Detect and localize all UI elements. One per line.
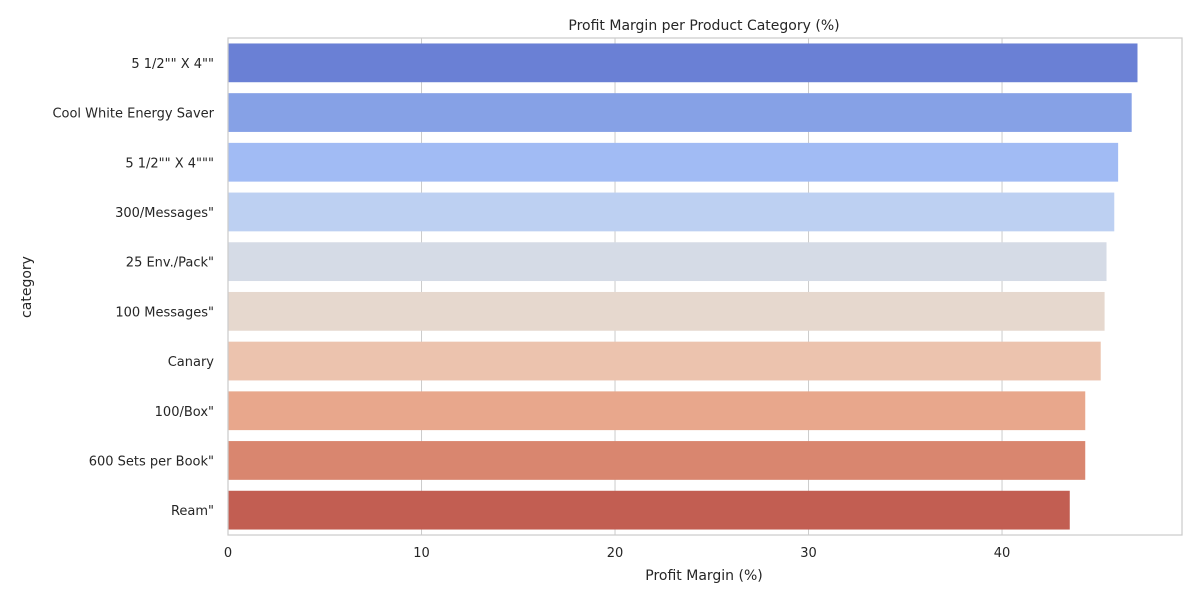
bar	[228, 441, 1086, 480]
x-axis-label: Profit Margin (%)	[645, 568, 762, 584]
x-tick-label: 20	[607, 546, 624, 561]
bar	[228, 93, 1132, 132]
bar	[228, 391, 1086, 431]
y-tick-label: Ream"	[171, 504, 214, 519]
bar	[228, 142, 1119, 182]
y-tick-labels: 5 1/2"" X 4"" Cool White Energy Saver 5 1/…	[52, 57, 214, 519]
chart-title: Profit Margin per Product Category (%)	[568, 18, 839, 34]
bar	[228, 341, 1101, 381]
y-tick-label: 100 Messages"	[115, 305, 214, 320]
bar	[228, 490, 1070, 530]
y-tick-label: 300/Messages"	[115, 206, 214, 221]
plot-frame	[227, 37, 1183, 536]
x-tick-label: 0	[224, 546, 232, 561]
bars	[228, 43, 1138, 530]
bar	[228, 192, 1115, 232]
y-tick-label: 5 1/2"" X 4"""	[125, 156, 214, 171]
x-tick-label: 40	[994, 546, 1011, 561]
x-tick-labels: 0 10 20 30 40	[224, 546, 1010, 561]
bar	[228, 242, 1107, 282]
y-tick-label: 100/Box"	[155, 405, 214, 420]
y-tick-label: 5 1/2"" X 4""	[131, 57, 214, 72]
bar	[228, 291, 1105, 331]
y-tick-label: 25 Env./Pack"	[126, 256, 214, 271]
x-tick-label: 30	[800, 546, 817, 561]
y-axis-label: category	[19, 256, 35, 318]
y-tick-label: Canary	[168, 355, 215, 370]
y-tick-label: Cool White Energy Saver	[52, 107, 214, 122]
y-tick-label: 600 Sets per Book"	[89, 454, 214, 469]
x-tick-label: 10	[413, 546, 430, 561]
bar	[228, 43, 1138, 83]
